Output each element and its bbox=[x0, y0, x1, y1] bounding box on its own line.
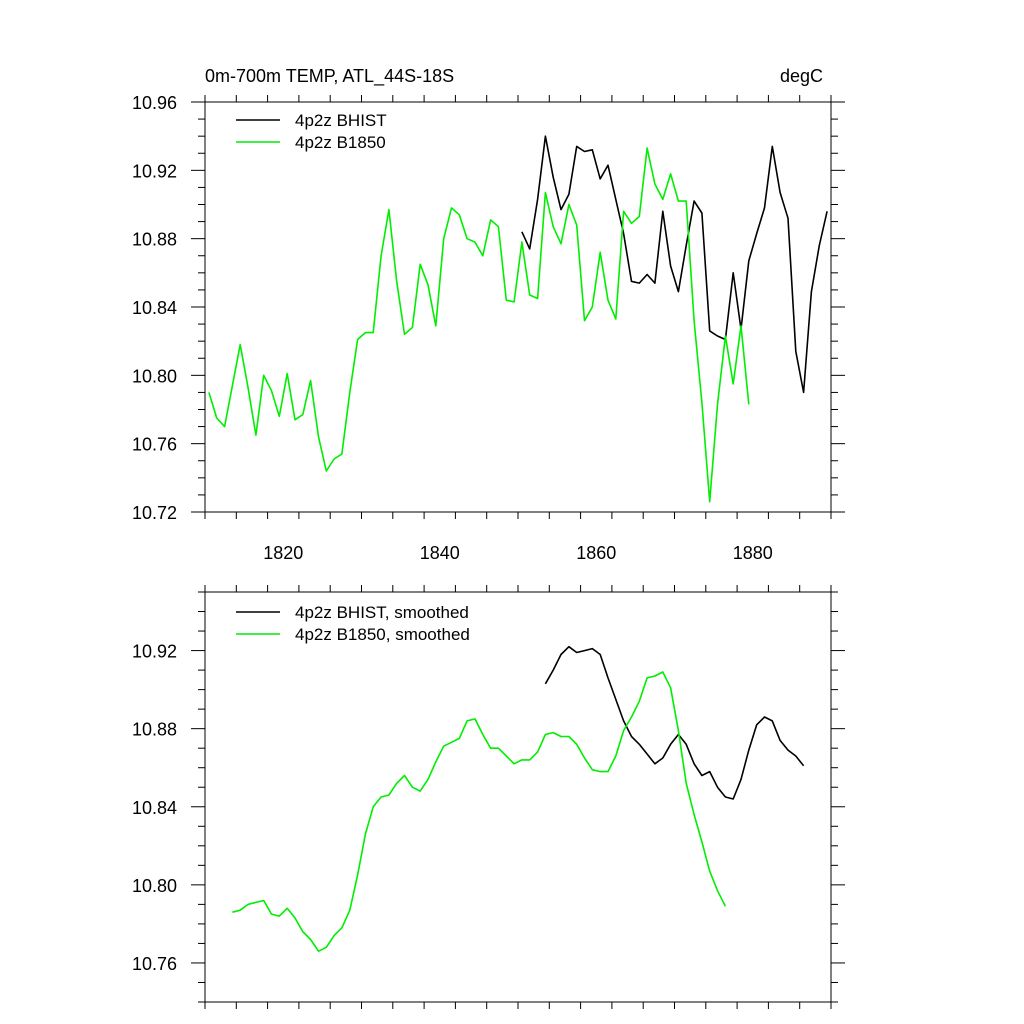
series-line-b1850 bbox=[232, 671, 727, 953]
y-tick-label: 10.92 bbox=[132, 642, 177, 662]
plot-frame bbox=[204, 101, 832, 513]
y-tick-label: 10.92 bbox=[132, 161, 177, 181]
y-tick-label: 10.96 bbox=[132, 93, 177, 113]
plot-frame bbox=[204, 591, 832, 1003]
y-tick-label: 10.88 bbox=[132, 230, 177, 250]
y-tick-label: 10.88 bbox=[132, 720, 177, 740]
y-tick-label: 10.84 bbox=[132, 298, 177, 318]
y-tick-label: 10.84 bbox=[132, 798, 177, 818]
legend-label: 4p2z B1850 bbox=[295, 133, 386, 152]
x-tick-label: 1860 bbox=[576, 543, 616, 563]
y-tick-label: 10.80 bbox=[132, 876, 177, 896]
top-panel: 1820 1840 1860 1880 10.72 10.76 10.80 10.84 10.8… bbox=[132, 66, 845, 563]
x-tick-label: 1820 bbox=[263, 543, 303, 563]
chart-title: 0m-700m TEMP, ATL_44S-18S bbox=[205, 66, 454, 87]
series-line-bhist bbox=[544, 645, 805, 800]
series-line-b1850 bbox=[208, 147, 750, 503]
y-tick-label: 10.72 bbox=[132, 503, 177, 523]
series-line-bhist bbox=[521, 135, 828, 394]
y-tick-label: 10.76 bbox=[132, 954, 177, 974]
legend-label: 4p2z B1850, smoothed bbox=[295, 625, 470, 644]
legend-label: 4p2z BHIST, smoothed bbox=[295, 603, 469, 622]
x-tick-label: 1880 bbox=[733, 543, 773, 563]
units-label: degC bbox=[780, 66, 823, 86]
bottom-panel: 10.76 10.80 10.84 10.88 10.92 4p2z BHIST, smo… bbox=[132, 585, 845, 1009]
y-tick-label: 10.76 bbox=[132, 435, 177, 455]
x-tick-label: 1840 bbox=[420, 543, 460, 563]
legend-label: 4p2z BHIST bbox=[295, 111, 387, 130]
y-tick-label: 10.80 bbox=[132, 366, 177, 386]
